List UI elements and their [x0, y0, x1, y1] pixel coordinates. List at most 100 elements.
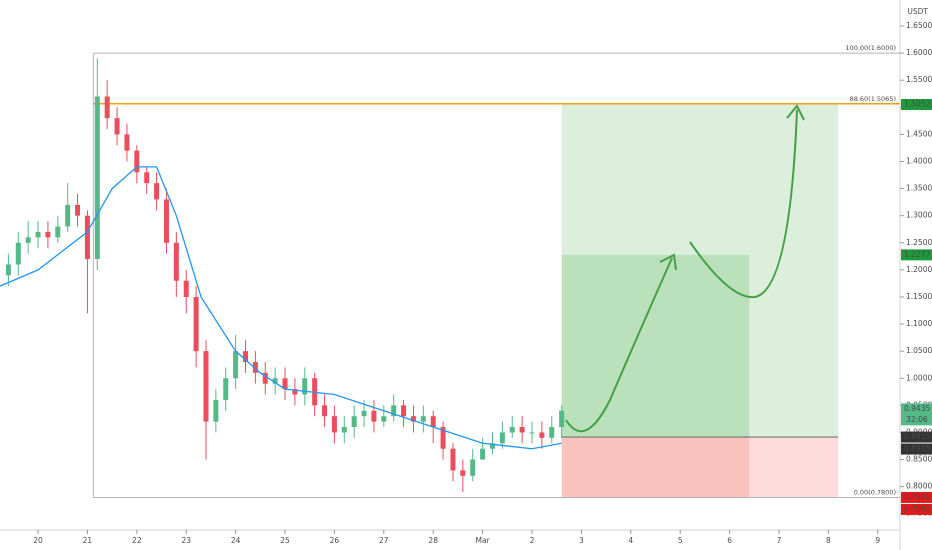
fib-label: 88.60(1.5065)	[850, 95, 896, 103]
candle-body	[75, 204, 81, 216]
y-tick-label: 1.0000	[906, 373, 932, 382]
candle-body	[183, 280, 189, 297]
y-tick-label: 1.3000	[906, 211, 932, 220]
y-tick-label: 1.3500	[906, 184, 932, 193]
moving-average	[0, 166, 562, 450]
x-tick-label: 2	[530, 536, 535, 545]
price-tag	[901, 503, 932, 515]
x-tick-label: 8	[826, 536, 831, 545]
price-tag-label: 0.7801	[904, 504, 930, 513]
arrow-2-head	[786, 104, 805, 121]
x-tick-label: 25	[280, 536, 290, 545]
countdown-label: 32:06	[906, 415, 928, 424]
fib-label: 0.00(0.7800)	[854, 488, 896, 496]
candle-body	[25, 237, 31, 243]
candle-body	[124, 134, 130, 151]
candle-body	[35, 231, 41, 238]
candle-body	[144, 172, 150, 184]
candle-body	[55, 226, 61, 238]
projection-arrows	[565, 104, 805, 433]
target-zone-upper	[561, 104, 750, 255]
candle-body	[94, 96, 100, 260]
candle-body	[480, 448, 486, 460]
candle-body	[45, 231, 51, 238]
candle-body	[114, 118, 120, 135]
arrow-2	[689, 109, 798, 299]
candle-body	[134, 150, 140, 173]
candle-body	[233, 351, 239, 379]
candle-body	[331, 416, 337, 433]
y-tick-label: 1.4500	[906, 129, 932, 138]
candle-body	[163, 199, 169, 243]
candle-body	[242, 351, 248, 363]
candle-body	[65, 204, 71, 227]
x-tick-label: 24	[231, 536, 241, 545]
candle-body	[440, 427, 446, 449]
price-tag	[901, 249, 932, 261]
arrow-1-head	[659, 253, 677, 271]
y-tick-label: 1.2000	[906, 265, 932, 274]
x-tick-label: 21	[83, 536, 93, 545]
x-tick-label: 27	[379, 536, 389, 545]
price-tag-label: 0.8915	[904, 444, 930, 453]
target-zone	[561, 254, 750, 438]
x-tick-label: 5	[678, 536, 683, 545]
candle-body	[410, 416, 416, 422]
candle-body	[450, 448, 456, 471]
candle-body	[84, 215, 90, 260]
x-tick-label: 26	[330, 536, 340, 545]
price-tag-label: 1.2277	[904, 250, 930, 259]
candle-body	[173, 242, 179, 281]
x-tick-label: 7	[777, 536, 782, 545]
arrow-1	[565, 257, 673, 433]
price-tag	[901, 431, 932, 443]
candle-body	[292, 389, 298, 395]
stop-zone-outer	[749, 437, 839, 498]
currency-label: USDT	[907, 7, 928, 16]
candle-body	[361, 410, 367, 417]
candle-body	[15, 242, 21, 265]
candle-body	[371, 410, 377, 422]
candle-body	[302, 378, 308, 395]
candle-body	[341, 427, 347, 433]
candle-body	[420, 416, 426, 422]
candle-body	[549, 427, 555, 438]
y-tick-label: 1.2500	[906, 238, 932, 247]
stop-zone	[561, 437, 750, 498]
candle-body	[509, 427, 515, 433]
candle-body	[460, 470, 466, 476]
candle-body	[559, 410, 565, 428]
x-tick-label: Mar	[476, 536, 491, 545]
candle-body	[262, 372, 268, 384]
y-tick-label: 0.8500	[906, 455, 932, 464]
x-tick-label: 9	[875, 536, 880, 545]
candle-body	[193, 296, 199, 352]
candle-body	[213, 399, 219, 422]
candle-body	[5, 264, 11, 276]
price-tag	[901, 98, 932, 110]
y-tick-label: 0.8000	[906, 482, 932, 491]
x-tick-label: 6	[727, 536, 732, 545]
price-tag-label: 0.9435	[904, 404, 930, 413]
price-tag	[901, 403, 932, 426]
x-tick-label: 22	[132, 536, 142, 545]
price-tag	[901, 491, 932, 503]
candle-body	[351, 416, 357, 428]
candle-body	[430, 416, 436, 428]
price-tag-label: 0.7801	[904, 492, 930, 501]
x-tick-label: 3	[579, 536, 584, 545]
candle-body	[203, 351, 209, 422]
fib-label: 100.00(1.6000)	[845, 44, 896, 52]
candle-body	[223, 378, 229, 400]
y-tick-label: 1.4000	[906, 156, 932, 165]
price-tag-label: 1.5052	[904, 99, 930, 108]
candle-body	[519, 427, 525, 433]
candle-body	[282, 378, 288, 390]
y-tick-label: 1.1500	[906, 292, 932, 301]
candle-body	[104, 96, 110, 119]
candle-body	[489, 443, 495, 449]
x-tick-label: 4	[628, 536, 633, 545]
candle-body	[499, 432, 505, 444]
y-tick-label: 1.1000	[906, 319, 932, 328]
